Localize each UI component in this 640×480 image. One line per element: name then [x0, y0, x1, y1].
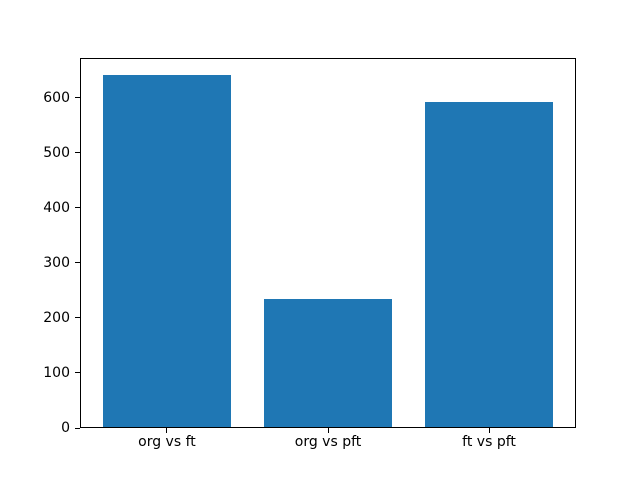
x-tick-label: org vs ft [138, 434, 196, 450]
y-tick-label: 600 [43, 89, 70, 106]
y-tick-label: 0 [61, 420, 70, 436]
y-tick-label: 400 [43, 199, 70, 216]
x-tick-mark [488, 428, 490, 433]
y-tick-label: 300 [43, 254, 70, 271]
x-tick-label: org vs pft [294, 434, 362, 450]
bar-ft-vs-pft [424, 102, 554, 427]
y-tick-mark [75, 372, 80, 374]
y-tick-mark [75, 207, 80, 209]
x-tick-mark [327, 428, 329, 433]
y-tick-label: 100 [43, 364, 70, 381]
y-tick-mark [75, 97, 80, 99]
x-tick-label: ft vs pft [462, 434, 516, 450]
x-tick-mark [166, 428, 168, 433]
y-tick-label: 500 [43, 144, 70, 161]
plot-area [80, 58, 576, 428]
y-tick-mark [75, 152, 80, 154]
bar-org-vs-pft [263, 299, 393, 427]
y-tick-label: 200 [43, 309, 70, 326]
bar-org-vs-ft [102, 74, 232, 427]
y-tick-mark [75, 262, 80, 264]
y-tick-mark [75, 427, 80, 429]
y-tick-mark [75, 317, 80, 319]
